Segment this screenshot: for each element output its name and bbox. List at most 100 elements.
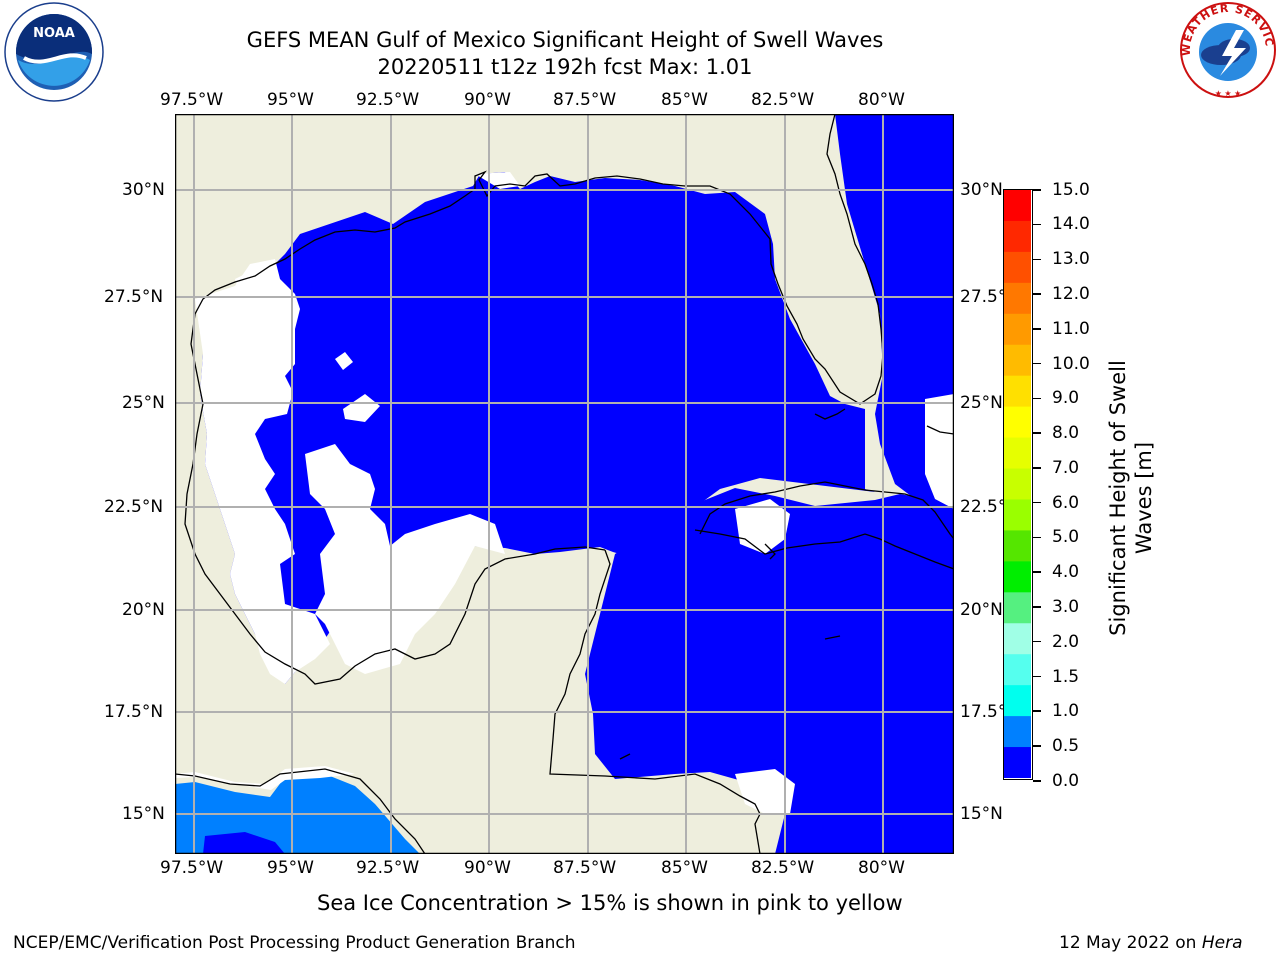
colorbar-tick-mark — [1033, 780, 1041, 782]
lon-tick-top: 97.5°W — [160, 90, 224, 110]
lat-tick-left: 15°N — [122, 804, 165, 824]
colorbar-tick-label: 8.0 — [1052, 423, 1080, 443]
lon-tick-bottom: 90°W — [464, 858, 511, 878]
colorbar-label-line1: Significant Height of Swell — [1106, 360, 1130, 636]
noaa-logo-text: NOAA — [33, 26, 75, 41]
colorbar-tick-mark — [1033, 397, 1041, 400]
colorbar-tick-mark — [1033, 258, 1041, 261]
colorbar-swatch — [1004, 190, 1031, 222]
colorbar-swatch — [1004, 747, 1031, 779]
colorbar-tick-mark — [1033, 640, 1041, 643]
footer-date-text: 12 May 2022 on — [1059, 933, 1197, 953]
lat-tick-right: 30°N — [960, 180, 1003, 200]
colorbar-tick-mark — [1033, 501, 1041, 504]
colorbar-swatch — [1004, 406, 1031, 439]
colorbar-swatch — [1004, 251, 1031, 284]
lon-tick-top: 90°W — [464, 90, 511, 110]
colorbar-tick-label: 14.0 — [1052, 214, 1090, 234]
colorbar-swatch — [1004, 220, 1031, 253]
lon-tick-bottom: 85°W — [661, 858, 708, 878]
white-patch-west — [195, 259, 330, 684]
colorbar-tick-label: 1.5 — [1052, 667, 1080, 687]
footer-date: 12 May 2022 on Hera — [1059, 933, 1243, 953]
colorbar-swatch — [1004, 313, 1031, 346]
lon-tick-top: 80°W — [858, 90, 905, 110]
white-patch-small-3 — [235, 274, 250, 296]
colorbar-label-line2: Waves [m] — [1132, 441, 1156, 555]
colorbar-tick-label: 11.0 — [1052, 319, 1090, 339]
colorbar-tick-mark — [1033, 675, 1041, 678]
lat-tick-left: 22.5°N — [104, 497, 164, 517]
lon-tick-bottom: 92.5°W — [356, 858, 420, 878]
colorbar-swatches — [1004, 190, 1031, 779]
lat-tick-left: 25°N — [122, 393, 165, 413]
colorbar-tick-mark — [1033, 536, 1041, 539]
colorbar-tick-label: 2.0 — [1052, 632, 1080, 652]
colorbar-tick-label: 1.0 — [1052, 701, 1080, 721]
colorbar-tick-label: 0.0 — [1052, 771, 1080, 791]
white-patch-small-1 — [343, 394, 380, 422]
colorbar-tick-label: 4.0 — [1052, 562, 1080, 582]
colorbar-tick-mark — [1033, 328, 1041, 330]
gridlines — [175, 114, 954, 854]
pacific-white — [175, 766, 355, 790]
white-patch-honduras — [735, 769, 795, 814]
lat-tick-right: 25°N — [960, 393, 1003, 413]
footer-machine: Hera — [1201, 933, 1243, 953]
map-panel — [174, 113, 955, 855]
colorbar-tick-label: 5.0 — [1052, 527, 1080, 547]
colorbar-tick-mark — [1033, 467, 1041, 469]
map-svg — [174, 113, 955, 855]
lat-tick-left: 30°N — [122, 180, 165, 200]
colorbar-tick-mark — [1033, 710, 1041, 712]
white-patch-small-2 — [335, 352, 353, 370]
colorbar-swatch — [1004, 437, 1031, 470]
footer-credit: NCEP/EMC/Verification Post Processing Pr… — [13, 933, 576, 953]
white-patch-mid — [305, 444, 505, 674]
colorbar-swatch — [1004, 282, 1031, 315]
colorbar-tick-label: 0.5 — [1052, 736, 1080, 756]
coastlines — [175, 114, 954, 854]
colorbar-swatch — [1004, 654, 1031, 686]
colorbar-swatch — [1004, 685, 1031, 717]
lat-tick-left: 17.5°N — [104, 702, 164, 722]
colorbar — [1003, 189, 1033, 780]
atlantic-water — [835, 114, 954, 504]
colorbar-swatch — [1004, 530, 1031, 562]
colorbar-tick-label: 13.0 — [1052, 249, 1090, 269]
colorbar-tick-label: 9.0 — [1052, 388, 1080, 408]
colorbar-tick-label: 7.0 — [1052, 458, 1080, 478]
lon-tick-bottom: 87.5°W — [553, 858, 617, 878]
colorbar-tick-label: 3.0 — [1052, 597, 1080, 617]
map-subtitle: 20220511 t12z 192h fcst Max: 1.01 — [377, 55, 753, 79]
colorbar-tick-marks — [1033, 189, 1043, 782]
lon-tick-top: 92.5°W — [356, 90, 420, 110]
lon-tick-bottom: 95°W — [267, 858, 314, 878]
map-title: GEFS MEAN Gulf of Mexico Significant Hei… — [246, 28, 884, 52]
lon-tick-top: 87.5°W — [553, 90, 617, 110]
colorbar-tick-labels: 15.0 14.0 13.0 12.0 11.0 10.0 9.0 8.0 7.… — [1052, 180, 1112, 800]
white-patch-cuba — [735, 499, 790, 554]
noaa-logo-icon: NOAA — [4, 2, 104, 102]
colorbar-tick-mark — [1033, 606, 1041, 608]
colorbar-swatch — [1004, 344, 1031, 377]
lat-tick-left: 20°N — [122, 600, 165, 620]
pacific-water-dark — [203, 832, 285, 854]
nws-logo-icon: WEATHER SERVICE ★ ★ ★ — [1172, 0, 1280, 100]
colorbar-swatch — [1004, 468, 1031, 501]
lon-tick-top: 82.5°W — [751, 90, 815, 110]
colorbar-tick-mark — [1033, 745, 1041, 747]
colorbar-tick-mark — [1033, 189, 1041, 191]
caribbean-water — [585, 488, 954, 854]
white-patch-east — [925, 394, 954, 509]
lat-tick-right: 20°N — [960, 600, 1003, 620]
colorbar-tick-label: 15.0 — [1052, 180, 1090, 200]
colorbar-swatch — [1004, 716, 1031, 748]
colorbar-label: Significant Height of Swell Waves [m] — [1104, 335, 1158, 636]
colorbar-swatch — [1004, 623, 1031, 655]
svg-text:★ ★ ★: ★ ★ ★ — [1215, 89, 1242, 98]
colorbar-tick-mark — [1033, 571, 1041, 573]
colorbar-tick-mark — [1033, 362, 1041, 365]
colorbar-swatch — [1004, 499, 1031, 532]
colorbar-swatch — [1004, 592, 1031, 624]
